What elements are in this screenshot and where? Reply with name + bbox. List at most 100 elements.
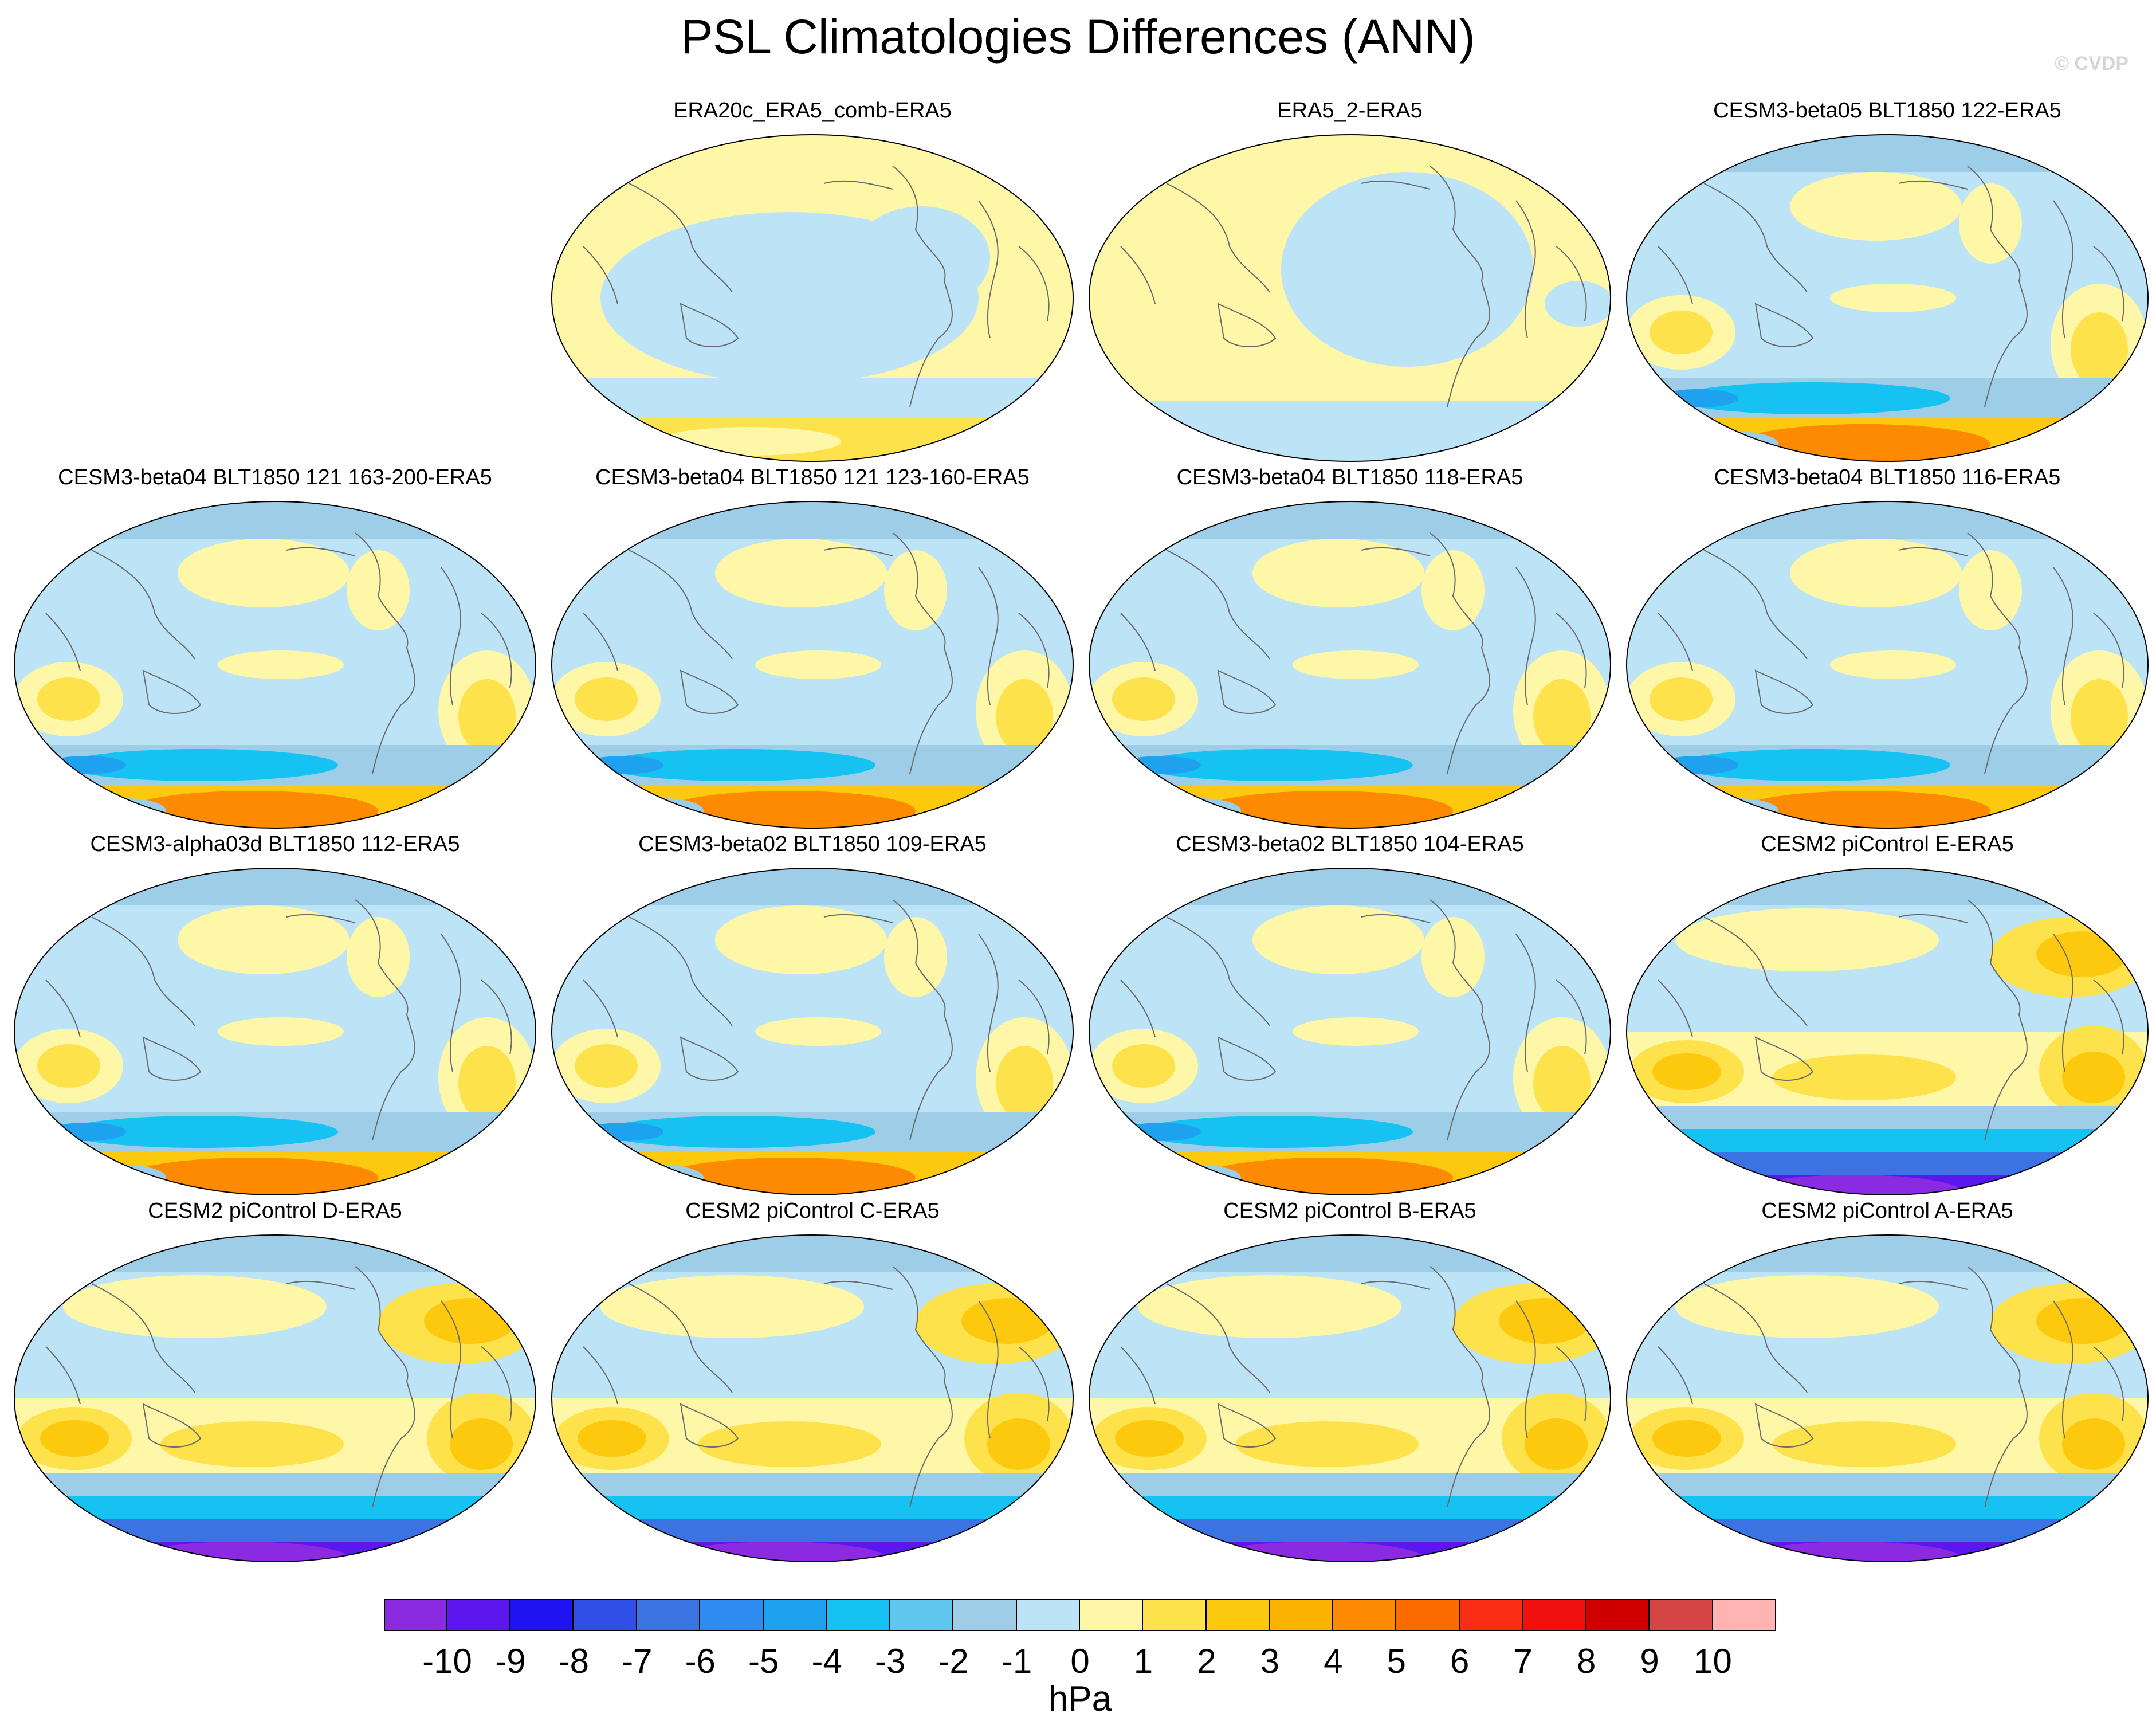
- map-plot: [1626, 134, 2149, 462]
- map-plot: [14, 501, 536, 829]
- coastline-5: [1217, 669, 1277, 714]
- panel-title: CESM2 piControl B-ERA5: [1223, 1199, 1476, 1223]
- coastline-6: [286, 547, 356, 556]
- field-indian-high-core: [37, 1044, 100, 1088]
- coastline-1: [1430, 166, 1490, 407]
- field-southern-gradient-1: [14, 1473, 536, 1496]
- map-outline: [1089, 868, 1611, 1195]
- coastline-5: [680, 669, 739, 714]
- colorbar-tick-label: 4: [1324, 1642, 1343, 1680]
- field-north-pacific-high: [1675, 908, 1939, 971]
- colorbar-tick-label: 0: [1070, 1642, 1090, 1680]
- colorbar-box: [953, 1599, 1017, 1631]
- colorbar-box: [1396, 1599, 1460, 1631]
- coastline-3: [441, 934, 461, 1072]
- map-plot: [14, 1234, 536, 1562]
- colorbar-box: [763, 1599, 827, 1631]
- field-pacific-negative: [1281, 172, 1533, 367]
- coastline-3: [1515, 200, 1536, 339]
- field-indian-high-core: [1650, 677, 1713, 721]
- coastline-7: [481, 1346, 512, 1422]
- coastline-6: [823, 180, 893, 190]
- field-southern-trough-core: [1138, 749, 1413, 781]
- map-plot: [1626, 868, 2149, 1195]
- field-antarctic-negative-patch: [86, 1165, 166, 1190]
- coastline-7: [2093, 979, 2124, 1055]
- map-panel: CESM3-beta02 BLT1850 104-ERA5: [1086, 831, 1613, 1198]
- field-atlantic-north: [1959, 550, 2022, 630]
- coastline-5: [1217, 1036, 1277, 1081]
- field-southern-trough-deep: [1121, 1123, 1201, 1141]
- coastline-1: [1967, 166, 2028, 407]
- coastline-7: [1556, 979, 1587, 1055]
- field-atlantic-north: [1959, 183, 2022, 264]
- field-southern-trough-deep: [46, 756, 126, 774]
- panel-title: CESM2 piControl C-ERA5: [685, 1199, 940, 1223]
- map-outline: [14, 868, 536, 1195]
- colorbar: -10 -9 -8 -7 -6 -5 -4 -3 -2 -1 0 1 2 3 4 5 6 7 8 9 10 hPa: [384, 1599, 1776, 1719]
- colorbar-box: [1713, 1599, 1776, 1631]
- colorbar-tick-label: 1: [1133, 1642, 1153, 1680]
- contour-field: [14, 1235, 536, 1562]
- panel-title: CESM3-alpha03d BLT1850 112-ERA5: [90, 832, 460, 856]
- field-southern-negative-band: [552, 378, 1073, 418]
- coastline-3: [1515, 1300, 1536, 1439]
- coastline-3: [2053, 567, 2073, 705]
- panel-title: CESM3-beta04 BLT1850 118-ERA5: [1176, 465, 1523, 489]
- coastline-7: [1556, 613, 1587, 688]
- field-southern-trough-core: [63, 1116, 338, 1148]
- field-southern-trough-deep: [46, 1123, 126, 1141]
- field-antarctic-negative-patch: [623, 798, 704, 824]
- map-plot: [1626, 501, 2149, 829]
- coastline-6: [1361, 547, 1431, 556]
- field-southern-gradient-2: [1089, 1496, 1611, 1519]
- field-southern-trough-core: [1138, 1116, 1413, 1148]
- map-outline: [14, 1234, 536, 1562]
- field-north-pacific-high: [600, 1275, 864, 1338]
- field-southern-trough-deep: [1658, 756, 1738, 774]
- coastline-5: [1754, 303, 1814, 347]
- coastline-4: [583, 979, 618, 1038]
- coastline-5: [1217, 1403, 1277, 1448]
- coastline-7: [2093, 613, 2124, 688]
- colorbar-tick-label: 2: [1197, 1642, 1216, 1680]
- coastline-2: [629, 550, 733, 660]
- coastline-7: [481, 613, 512, 688]
- coastline-2: [1166, 916, 1270, 1026]
- colorbar-tick-label: -3: [874, 1642, 906, 1680]
- figure-title: PSL Climatologies Differences (ANN): [681, 10, 1475, 64]
- field-south-pacific-high: [1773, 1054, 1956, 1100]
- field-atlantic-north-core: [961, 1298, 1053, 1344]
- coastline-2: [1166, 183, 1270, 293]
- coastline-2: [91, 916, 195, 1026]
- contour-field: [552, 135, 1073, 461]
- field-arctic-negative: [14, 501, 536, 539]
- field-arctic-negative: [1627, 501, 2148, 539]
- map-panel: CESM2 piControl C-ERA5: [549, 1198, 1076, 1565]
- colorbar-box: [574, 1599, 637, 1631]
- field-arctic-negative: [1089, 501, 1611, 539]
- colorbar-tick-label: -4: [811, 1642, 842, 1680]
- coastline-6: [823, 1280, 893, 1290]
- coastline-4: [1658, 246, 1693, 304]
- field-atlantic-north: [1421, 550, 1485, 630]
- field-atlantic-north-core: [2036, 1298, 2128, 1344]
- coastline-2: [1703, 550, 1808, 660]
- field-antarctic-negative-patch: [1161, 1165, 1241, 1190]
- coastline-3: [1515, 567, 1536, 705]
- colorbar-tick-label: 6: [1450, 1642, 1470, 1680]
- coastline-4: [1658, 979, 1693, 1038]
- coastline-3: [2053, 934, 2073, 1072]
- field-arctic-negative: [14, 1235, 536, 1272]
- coastline-1: [1967, 899, 2028, 1141]
- map-plot: [1626, 1234, 2149, 1562]
- coastline-1: [1430, 899, 1490, 1141]
- field-atlantic-negative: [1545, 281, 1611, 327]
- colorbar-box: [447, 1599, 510, 1631]
- field-arctic-negative: [1089, 868, 1611, 905]
- map-panel: CESM2 piControl D-ERA5: [11, 1198, 539, 1565]
- map-outline: [1089, 1234, 1611, 1562]
- field-atlantic-north-core: [424, 1298, 516, 1344]
- field-southern-gradient-1: [1627, 1473, 2148, 1496]
- colorbar-tick-label: -8: [558, 1642, 590, 1680]
